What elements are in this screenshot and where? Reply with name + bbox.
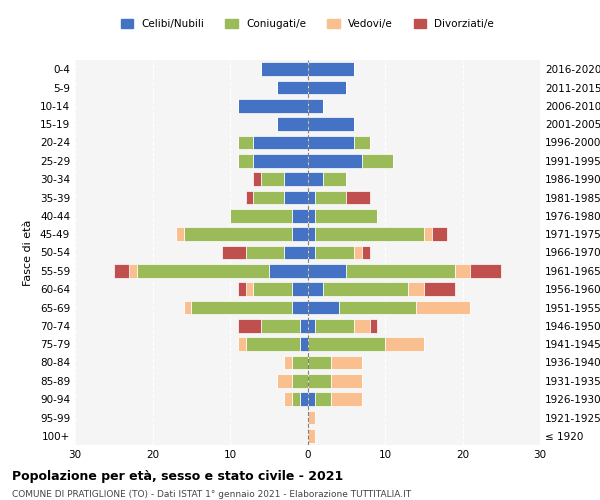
Bar (277, 374, 292, 388)
Bar (253, 154, 308, 168)
Bar (354, 319, 370, 332)
Bar (308, 374, 331, 388)
Bar (346, 264, 455, 278)
Bar (238, 154, 253, 168)
Bar (308, 300, 338, 314)
Bar (292, 374, 308, 388)
Bar (385, 338, 424, 351)
Bar (416, 300, 470, 314)
Bar (338, 300, 416, 314)
Bar (308, 62, 354, 76)
Bar (331, 392, 362, 406)
Bar (277, 118, 308, 131)
Bar (176, 228, 184, 241)
Bar (284, 356, 292, 370)
Bar (308, 338, 385, 351)
Text: Popolazione per età, sesso e stato civile - 2021: Popolazione per età, sesso e stato civil… (12, 470, 343, 483)
Bar (315, 190, 346, 204)
Bar (424, 228, 431, 241)
Bar (129, 264, 137, 278)
Bar (308, 392, 315, 406)
Bar (315, 392, 331, 406)
Bar (238, 282, 245, 296)
Bar (184, 228, 292, 241)
Bar (308, 118, 354, 131)
Bar (137, 264, 269, 278)
Bar (284, 190, 308, 204)
Bar (308, 410, 315, 424)
Bar (300, 392, 308, 406)
Bar (308, 172, 323, 186)
Bar (315, 228, 424, 241)
Bar (253, 282, 292, 296)
Bar (370, 319, 377, 332)
Bar (308, 190, 315, 204)
Bar (253, 190, 284, 204)
Bar (261, 319, 300, 332)
Bar (292, 209, 308, 222)
Bar (245, 282, 253, 296)
Bar (315, 319, 354, 332)
Bar (269, 264, 308, 278)
Bar (191, 300, 292, 314)
Bar (408, 282, 424, 296)
Bar (308, 154, 362, 168)
Bar (292, 228, 308, 241)
Bar (362, 246, 370, 260)
Y-axis label: Fasce di età: Fasce di età (23, 220, 33, 286)
Bar (245, 338, 300, 351)
Bar (431, 228, 447, 241)
Bar (292, 300, 308, 314)
Bar (253, 172, 261, 186)
Bar (346, 190, 370, 204)
Bar (308, 228, 315, 241)
Bar (308, 319, 315, 332)
Bar (308, 264, 346, 278)
Bar (292, 392, 300, 406)
Bar (308, 136, 354, 149)
Bar (308, 99, 323, 112)
Bar (331, 356, 362, 370)
Bar (323, 282, 408, 296)
Bar (308, 246, 315, 260)
Bar (277, 80, 308, 94)
Bar (315, 209, 377, 222)
Bar (238, 136, 253, 149)
Text: COMUNE DI PRATIGLIONE (TO) - Dati ISTAT 1° gennaio 2021 - Elaborazione TUTTITALI: COMUNE DI PRATIGLIONE (TO) - Dati ISTAT … (12, 490, 411, 499)
Bar (308, 429, 315, 442)
Bar (245, 246, 284, 260)
Bar (470, 264, 501, 278)
Bar (300, 338, 308, 351)
Bar (354, 246, 362, 260)
Bar (308, 356, 331, 370)
Bar (323, 172, 346, 186)
Bar (238, 338, 245, 351)
Bar (284, 392, 292, 406)
Bar (455, 264, 470, 278)
Bar (261, 172, 284, 186)
Bar (222, 246, 245, 260)
Legend: Celibi/Nubili, Coniugati/e, Vedovi/e, Divorziati/e: Celibi/Nubili, Coniugati/e, Vedovi/e, Di… (117, 15, 498, 34)
Bar (300, 319, 308, 332)
Bar (308, 282, 323, 296)
Bar (308, 209, 315, 222)
Bar (284, 246, 308, 260)
Bar (308, 80, 346, 94)
Bar (114, 264, 129, 278)
Bar (315, 246, 354, 260)
Bar (261, 62, 308, 76)
Bar (238, 319, 261, 332)
Bar (253, 136, 308, 149)
Bar (284, 172, 308, 186)
Bar (245, 190, 253, 204)
Bar (331, 374, 362, 388)
Bar (354, 136, 370, 149)
Bar (292, 356, 308, 370)
Bar (230, 209, 292, 222)
Bar (362, 154, 393, 168)
Bar (184, 300, 191, 314)
Bar (424, 282, 455, 296)
Bar (292, 282, 308, 296)
Bar (238, 99, 308, 112)
